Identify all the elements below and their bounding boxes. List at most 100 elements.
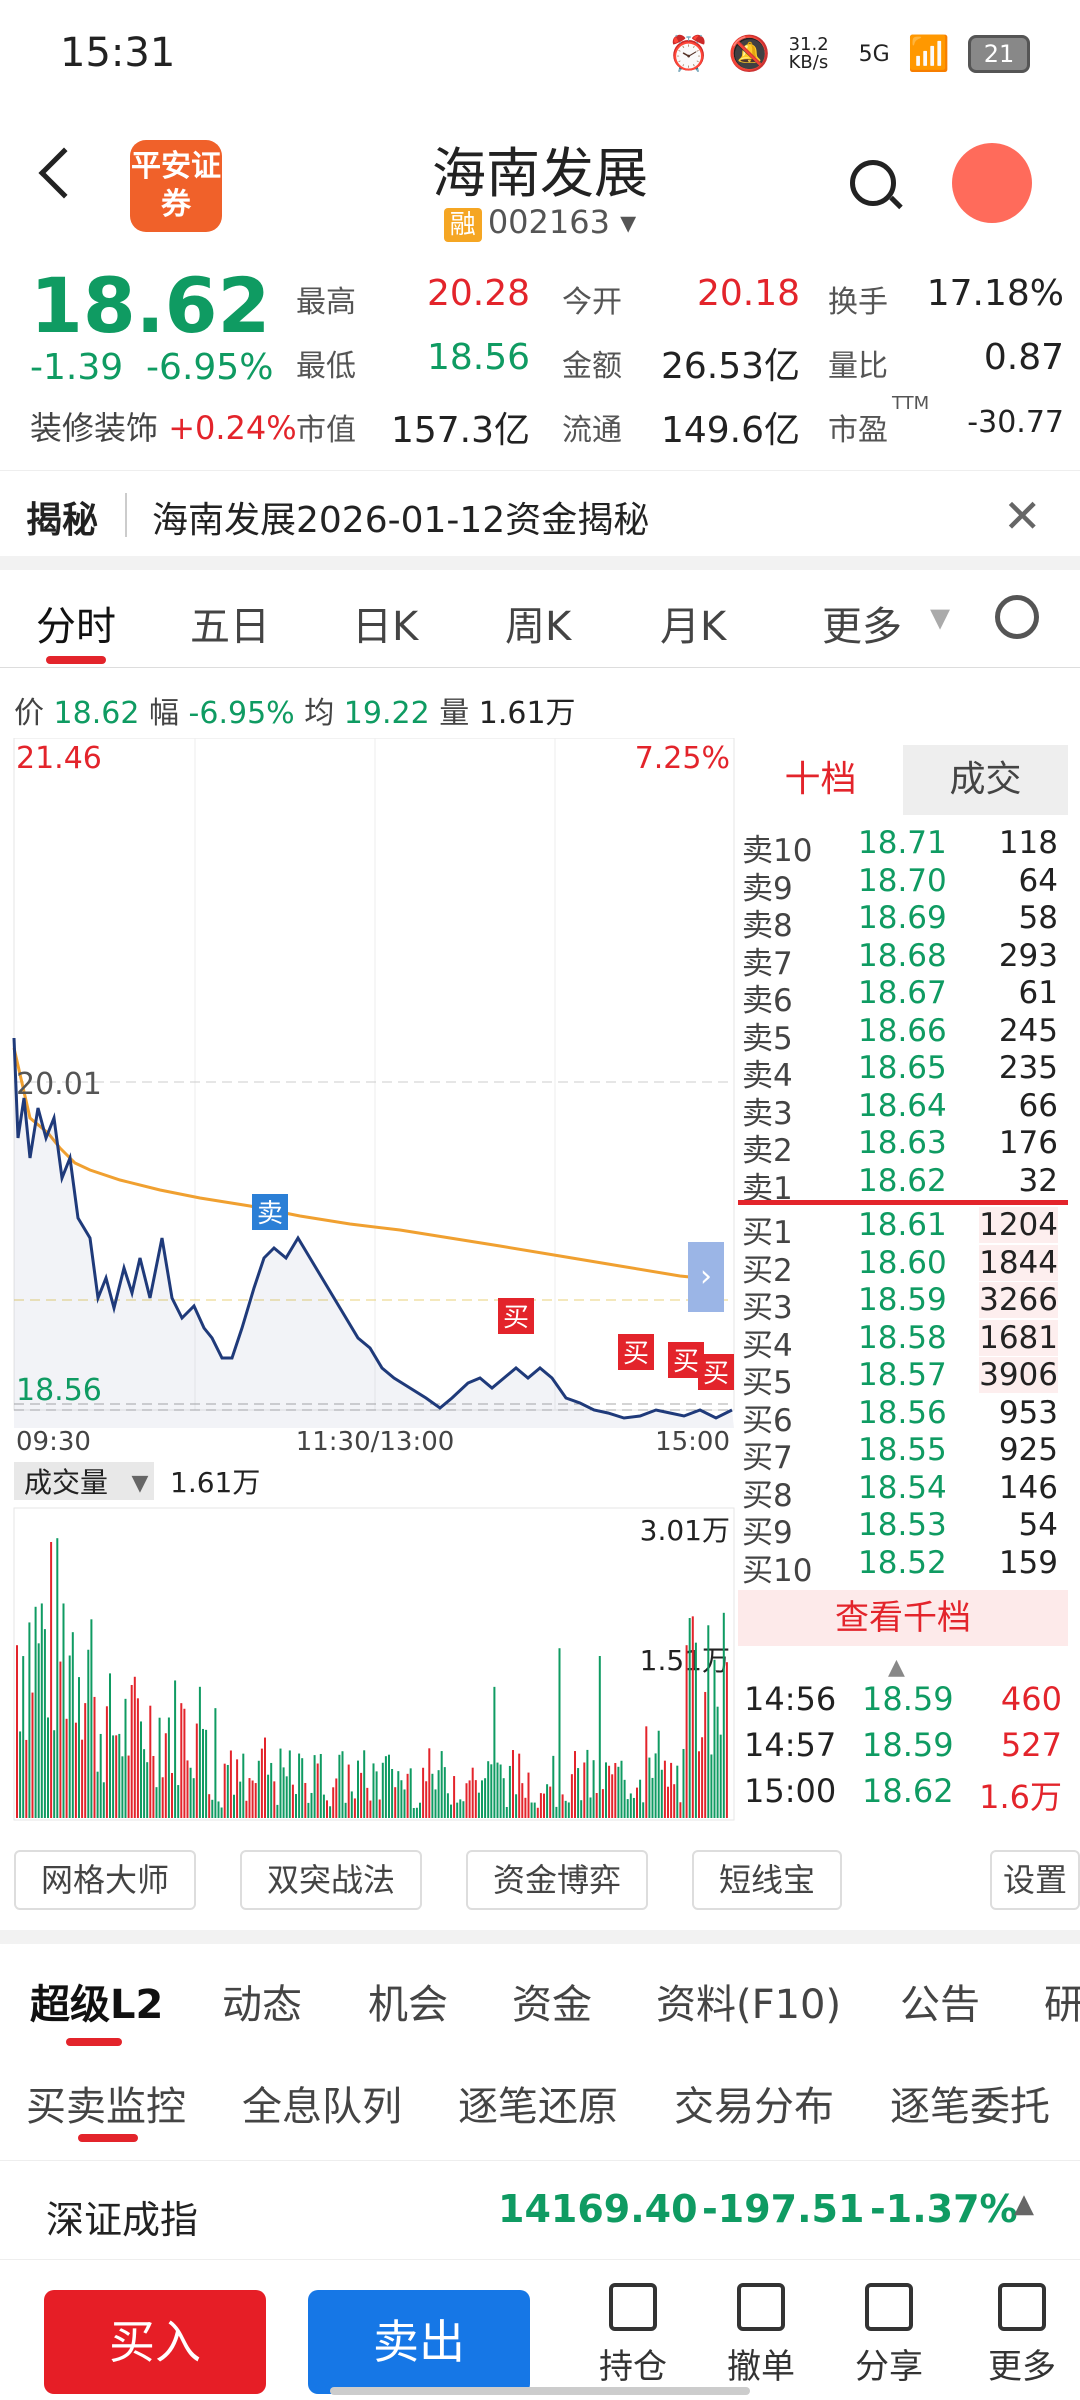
chevron-right-icon: › xyxy=(700,1259,712,1294)
search-icon[interactable] xyxy=(850,160,896,206)
volume-bar xyxy=(335,1778,338,1818)
volume-selector[interactable] xyxy=(14,1462,154,1500)
tab-weekly[interactable]: 周K xyxy=(505,604,572,650)
volume-bar xyxy=(372,1763,375,1818)
index-pct: -1.37% xyxy=(870,2187,1018,2231)
volume-bar xyxy=(202,1728,204,1818)
bottom-bar: 买入 卖出 持仓 撤单 分享 更多 xyxy=(0,2265,1080,2400)
gear-icon[interactable] xyxy=(995,595,1039,639)
ask-row[interactable]: 卖2 18.63 176 xyxy=(738,1125,1068,1169)
bid-row[interactable]: 买8 18.54 146 xyxy=(738,1470,1068,1514)
intraday-chart[interactable]: 21.46 7.25% 20.01 18.56 卖 买 买 买 买 › 09:3… xyxy=(0,738,735,1828)
fund-game-button[interactable]: 资金博弈 xyxy=(466,1850,648,1910)
double-break-button[interactable]: 双突战法 xyxy=(240,1850,422,1910)
avatar[interactable] xyxy=(952,143,1032,223)
y-top-label: 21.46 xyxy=(16,741,102,776)
sell-button[interactable]: 卖出 xyxy=(308,2290,530,2394)
bid-row[interactable]: 买10 18.52 159 xyxy=(738,1545,1068,1589)
ask-row[interactable]: 卖4 18.65 235 xyxy=(738,1050,1068,1094)
share-button[interactable]: 分享 xyxy=(844,2283,934,2388)
ask-row[interactable]: 卖6 18.67 61 xyxy=(738,975,1068,1019)
bid-row[interactable]: 买5 18.57 3906 xyxy=(738,1357,1068,1401)
bid-row[interactable]: 买7 18.55 925 xyxy=(738,1432,1068,1476)
volume-bar xyxy=(707,1625,710,1818)
volume-bar xyxy=(431,1773,434,1818)
tab-announcements[interactable]: 公告 xyxy=(900,1982,980,2028)
short-line-button[interactable]: 短线宝 xyxy=(692,1850,842,1910)
industry[interactable]: 装修装饰 +0.24% xyxy=(30,403,297,449)
volume-bar xyxy=(99,1733,102,1818)
tab-trades[interactable]: 成交 xyxy=(903,745,1068,815)
tab-daily[interactable]: 日K xyxy=(352,604,419,650)
bid-row[interactable]: 买2 18.60 1844 xyxy=(738,1244,1068,1289)
buy-marker[interactable] xyxy=(618,1334,654,1370)
tab-more[interactable]: 更多 xyxy=(822,604,902,650)
volume-bar xyxy=(546,1784,549,1818)
close-icon[interactable]: ✕ xyxy=(1003,489,1042,543)
holdings-button[interactable]: 持仓 xyxy=(588,2283,678,2388)
volume-bar xyxy=(456,1802,459,1818)
tab-trade-monitor[interactable]: 买卖监控 xyxy=(26,2084,186,2130)
volume-bar xyxy=(440,1751,443,1818)
view-depth-button[interactable]: 查看千档 xyxy=(738,1590,1068,1646)
settings-button[interactable]: 设置 xyxy=(990,1850,1080,1910)
bid-row[interactable]: 买6 18.56 953 xyxy=(738,1395,1068,1439)
volume-bar xyxy=(78,1677,80,1818)
tab-news[interactable]: 动态 xyxy=(222,1982,302,2028)
volume-bar xyxy=(710,1754,713,1818)
index-ticker[interactable]: 深证成指 14169.40 -197.51 -1.37% ▲ xyxy=(0,2160,1080,2260)
stock-code[interactable]: 融 002163 ▾ xyxy=(0,203,1080,242)
tab-opportunity[interactable]: 机会 xyxy=(368,1982,448,2028)
expand-handle[interactable] xyxy=(688,1242,724,1312)
volume-bar xyxy=(109,1673,111,1818)
bid-row[interactable]: 买9 18.53 54 xyxy=(738,1507,1068,1551)
buy-marker[interactable] xyxy=(698,1354,734,1390)
more-button[interactable]: 更多 xyxy=(972,2283,1072,2388)
tick-row: 14:57 18.59 527 xyxy=(738,1726,1068,1772)
buy-marker[interactable] xyxy=(498,1298,534,1334)
ask-row[interactable]: 卖10 18.71 118 xyxy=(738,825,1068,869)
volume-bar xyxy=(322,1794,325,1818)
buy-button[interactable]: 买入 xyxy=(44,2290,266,2394)
ask-row[interactable]: 卖7 18.68 293 xyxy=(738,938,1068,982)
tab-tick-orders[interactable]: 逐笔委托 xyxy=(890,2084,1050,2130)
volume-bar xyxy=(25,1739,28,1818)
vr-label: 量比 xyxy=(828,349,888,384)
ask-price: 18.66 xyxy=(858,1012,947,1049)
tab-f10[interactable]: 资料(F10) xyxy=(656,1982,842,2028)
volume-bar xyxy=(254,1783,257,1818)
volume-bar xyxy=(698,1751,700,1818)
tab-5day[interactable]: 五日 xyxy=(190,604,270,650)
grid-master-button[interactable]: 网格大师 xyxy=(14,1850,196,1910)
ask-row[interactable]: 卖1 18.62 32 xyxy=(738,1162,1068,1207)
ask-row[interactable]: 卖3 18.64 66 xyxy=(738,1088,1068,1132)
pe-ttm: TTM xyxy=(892,393,930,414)
bid-row[interactable]: 买4 18.58 1681 xyxy=(738,1319,1068,1364)
stock-code-text: 002163 xyxy=(487,203,610,241)
ask-volume: 64 xyxy=(1018,862,1058,899)
tab-trade-dist[interactable]: 交易分布 xyxy=(674,2084,834,2130)
tab-full-queue[interactable]: 全息队列 xyxy=(242,2084,402,2130)
ask-row[interactable]: 卖8 18.69 58 xyxy=(738,900,1068,944)
tab-research[interactable]: 研 xyxy=(1044,1982,1080,2028)
tab-funds[interactable]: 资金 xyxy=(512,1982,592,2028)
tab-super-l2[interactable]: 超级L2 xyxy=(30,1982,164,2028)
ask-volume: 235 xyxy=(998,1050,1058,1086)
tab-intraday[interactable]: 分时 xyxy=(36,604,116,650)
ask-row[interactable]: 卖9 18.70 64 xyxy=(738,862,1068,907)
bid-row[interactable]: 买3 18.59 3266 xyxy=(738,1282,1068,1326)
ask-row[interactable]: 卖5 18.66 245 xyxy=(738,1012,1068,1057)
volume-bar xyxy=(502,1778,505,1818)
tab-tick-restore[interactable]: 逐笔还原 xyxy=(458,2084,618,2130)
bid-row[interactable]: 买1 18.61 1204 xyxy=(738,1207,1068,1251)
ask-volume: 32 xyxy=(1018,1162,1058,1199)
volume-bar xyxy=(381,1762,384,1818)
reveal-banner[interactable]: 揭秘 海南发展2026-01-12资金揭秘 ✕ xyxy=(0,470,1080,556)
sell-marker[interactable] xyxy=(252,1194,288,1230)
ask-level: 卖7 xyxy=(742,945,793,982)
tab-ten-levels[interactable]: 十档 xyxy=(738,745,903,815)
cancel-order-button[interactable]: 撤单 xyxy=(716,2283,806,2388)
volume-bar xyxy=(301,1758,304,1818)
tab-monthly[interactable]: 月K xyxy=(660,604,727,650)
volume-bar xyxy=(629,1793,632,1818)
